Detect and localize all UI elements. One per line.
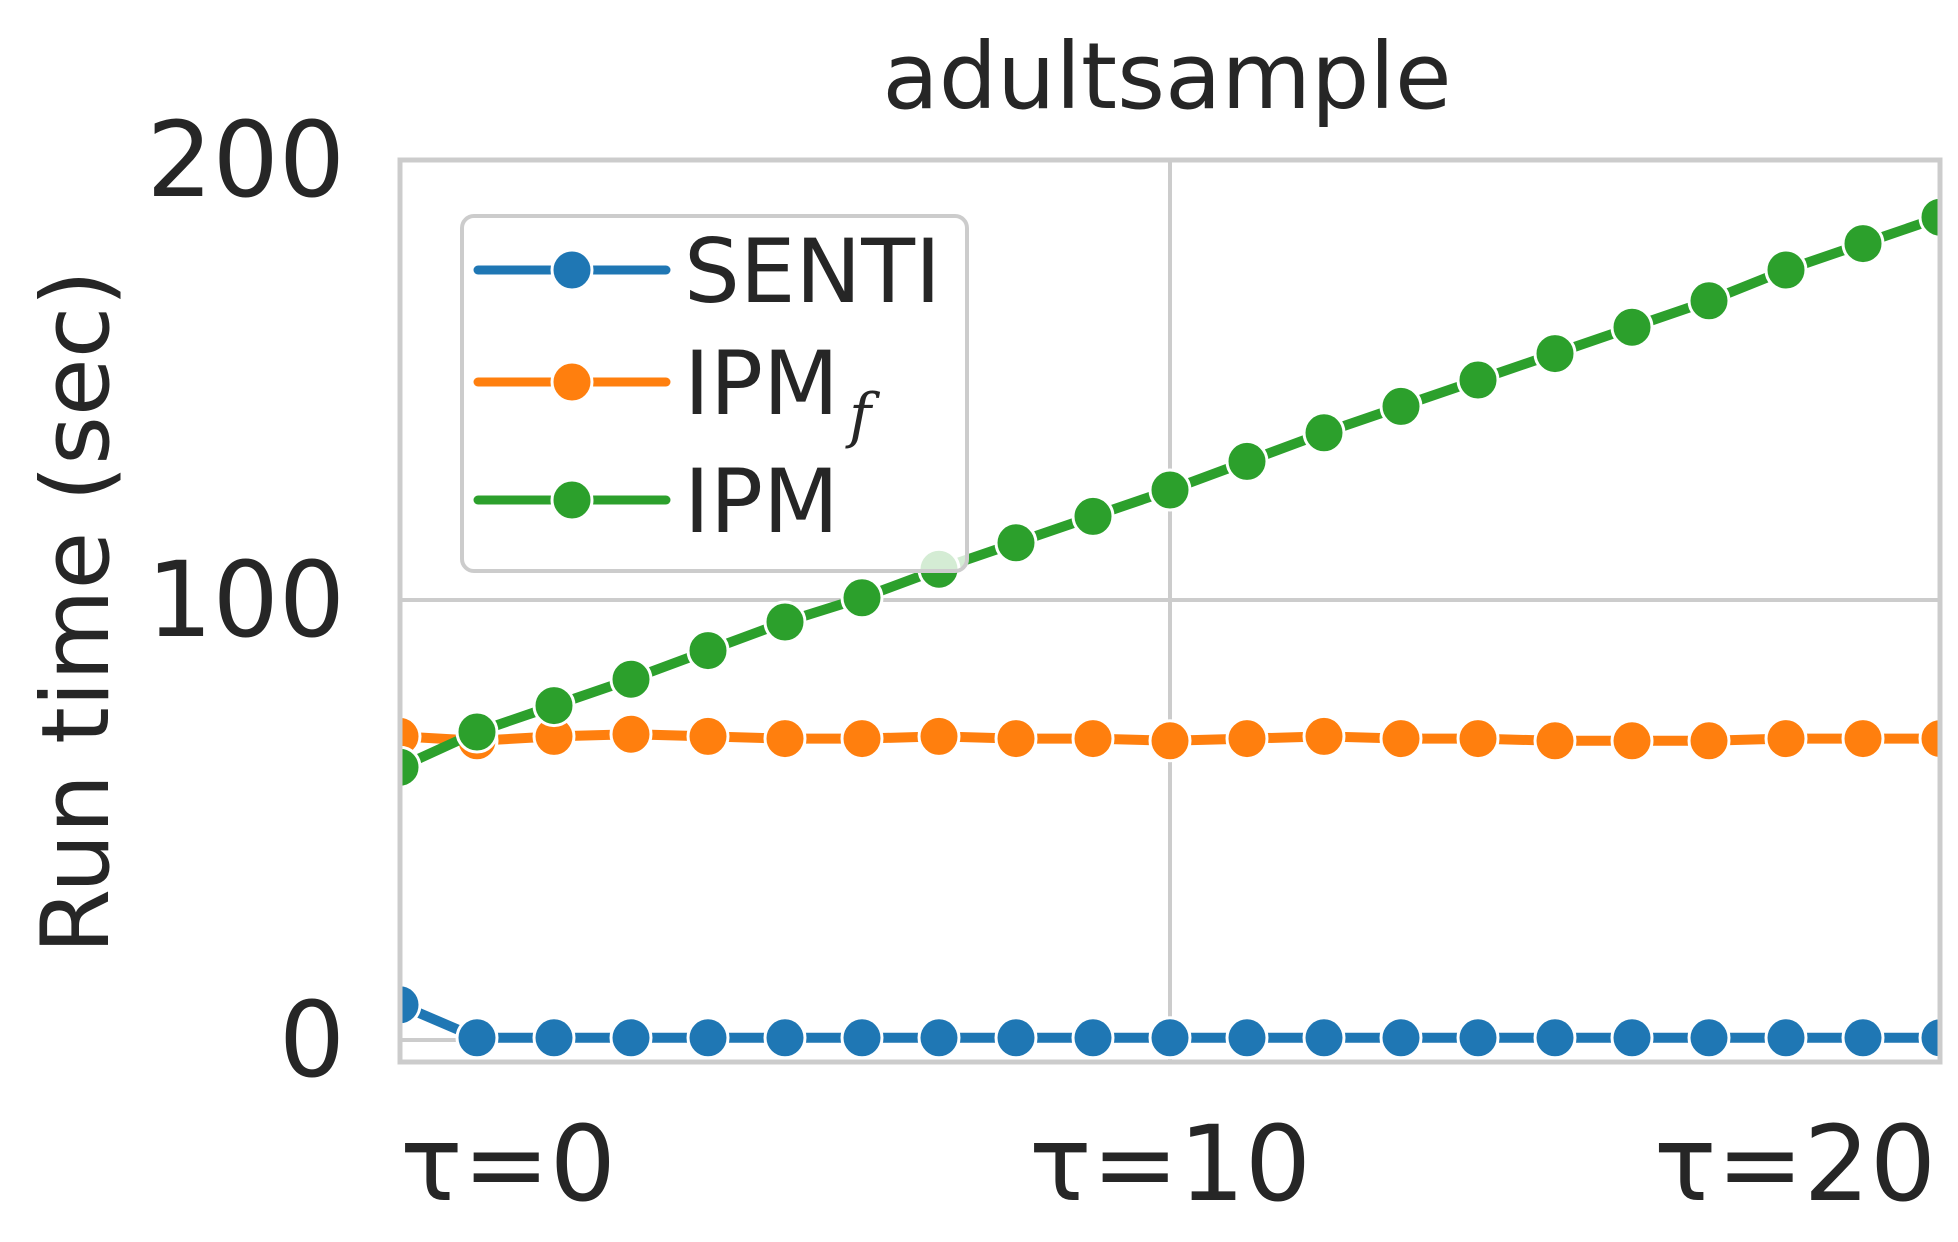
plot-frame [397,157,1943,1065]
series-0-point-2 [532,1016,576,1060]
series-1-point-8 [994,717,1038,761]
series-2-point-3 [609,657,653,701]
legend-label-ipm-f: IPM f [684,332,881,451]
series-0-point-14 [1456,1016,1500,1060]
series-1-point-18 [1764,717,1808,761]
series-0-point-15 [1533,1016,1577,1060]
series-0-point-17 [1687,1016,1731,1060]
legend: SENTI IPM f IPM [460,214,969,573]
series-1-point-16 [1610,719,1654,763]
series-1-point-7 [917,714,961,758]
series-1-point-19 [1841,717,1885,761]
legend-marker-senti [550,248,594,292]
series-1-point-15 [1533,719,1577,763]
series-0-point-1 [455,1016,499,1060]
series-1-point-6 [840,717,884,761]
legend-marker-ipm-f [550,360,594,404]
series-1-point-14 [1456,717,1500,761]
series-2-point-17 [1687,279,1731,323]
series-2-point-20 [1918,195,1940,239]
series-2-point-0 [400,745,422,789]
series-2-point-14 [1456,358,1500,402]
x-tick-label-20: τ=20 [1654,1103,1936,1225]
legend-label-senti: SENTI [684,220,941,323]
y-tick-label-100: 100 [146,539,345,661]
series-1-point-17 [1687,719,1731,763]
series-2-point-19 [1841,222,1885,266]
series-1-point-5 [763,717,807,761]
series-group [400,195,1940,1060]
y-tick-labels: 0 100 200 [146,99,345,1101]
series-1-point-11 [1225,717,1269,761]
series-1 [400,712,1940,763]
x-tick-label-0: τ=0 [400,1103,616,1225]
series-2-point-12 [1302,411,1346,455]
series-0-point-9 [1071,1016,1115,1060]
series-2-point-2 [532,684,576,728]
series-2-point-1 [455,710,499,754]
series-1-point-12 [1302,714,1346,758]
series-2-point-18 [1764,248,1808,292]
y-tick-label-200: 200 [146,99,345,221]
series-2-point-9 [1071,494,1115,538]
y-tick-label-0: 0 [279,979,345,1101]
series-0 [400,983,1940,1060]
legend-box [460,214,969,573]
series-0-point-12 [1302,1016,1346,1060]
series-0-point-8 [994,1016,1038,1060]
series-2-point-5 [763,600,807,644]
series-1-point-13 [1379,717,1423,761]
x-tick-label-10: τ=10 [1029,1103,1311,1225]
series-2-point-6 [840,576,884,620]
series-0-point-0 [400,983,422,1027]
series-1-point-3 [609,712,653,756]
series-0-point-20 [1918,1016,1940,1060]
series-1-point-10 [1148,719,1192,763]
series-1-point-4 [686,714,730,758]
series-2-point-10 [1148,468,1192,512]
series-0-point-3 [609,1016,653,1060]
series-0-point-5 [763,1016,807,1060]
series-0-point-18 [1764,1016,1808,1060]
series-0-point-7 [917,1016,961,1060]
x-tick-labels: τ=0 τ=10 τ=20 [400,1103,1936,1225]
legend-label-ipm: IPM [684,450,839,553]
y-axis-label: Run time (sec) [22,270,131,954]
series-1-point-20 [1918,717,1940,761]
series-0-point-19 [1841,1016,1885,1060]
series-0-point-16 [1610,1016,1654,1060]
legend-label-ipm-f-base: IPM [684,332,839,435]
series-2-point-4 [686,629,730,673]
series-2 [400,195,1940,789]
series-0-point-10 [1148,1016,1192,1060]
series-0-point-6 [840,1016,884,1060]
series-2-point-13 [1379,384,1423,428]
series-0-point-11 [1225,1016,1269,1060]
legend-marker-ipm [550,478,594,522]
series-2-point-8 [994,521,1038,565]
series-1-point-9 [1071,717,1115,761]
series-0-point-13 [1379,1016,1423,1060]
chart-title: adultsample [882,23,1451,130]
series-2-point-11 [1225,439,1269,483]
series-0-point-4 [686,1016,730,1060]
series-2-point-15 [1533,332,1577,376]
series-2-point-16 [1610,305,1654,349]
